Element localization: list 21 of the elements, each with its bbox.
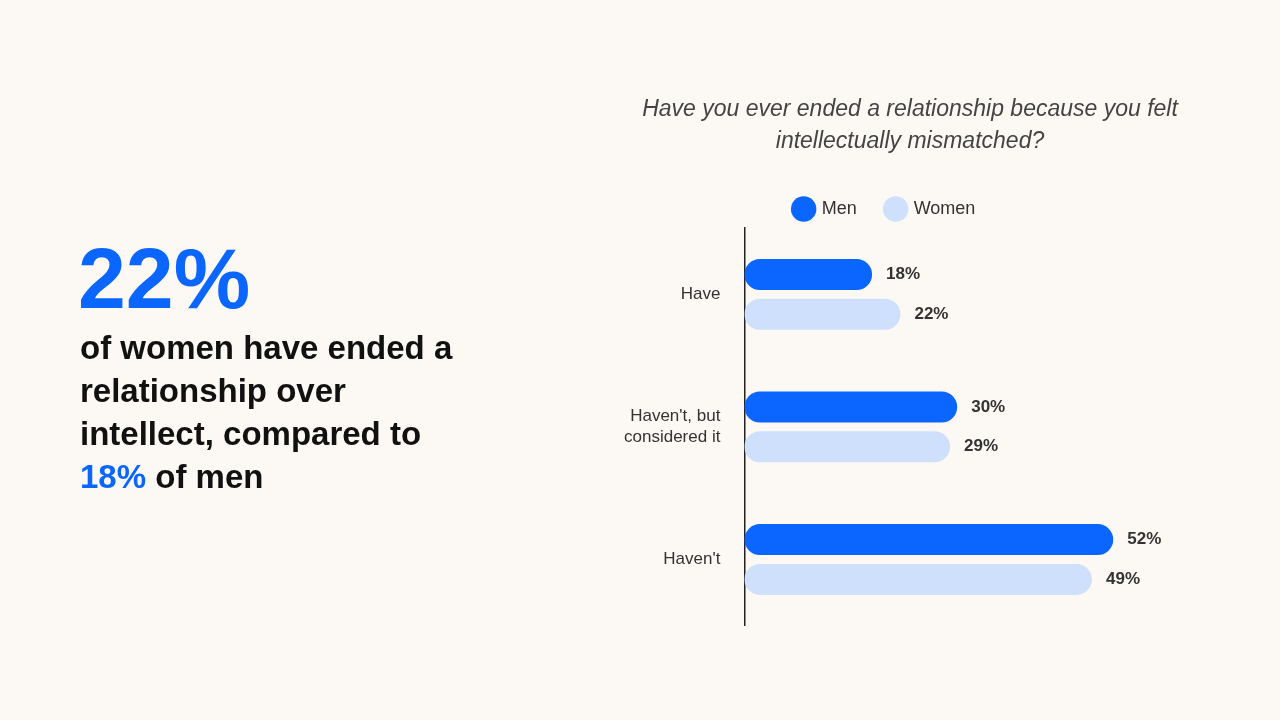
data-label: 52% bbox=[1127, 529, 1162, 549]
y-tick-label: Haven't bbox=[663, 549, 721, 569]
chart-title: Have you ever ended a relationship because you felt intellectually mismatched? bbox=[641, 94, 1180, 155]
bar bbox=[744, 298, 901, 330]
data-label: 22% bbox=[914, 303, 949, 323]
text: 18% bbox=[80, 458, 147, 495]
y-tick-label: Haven't, but considered it bbox=[624, 406, 721, 446]
data-label: 30% bbox=[971, 396, 1006, 416]
legend-label: Men bbox=[821, 197, 857, 218]
data-label: 29% bbox=[964, 436, 999, 456]
bar bbox=[744, 258, 873, 290]
data-label: 49% bbox=[1105, 569, 1140, 589]
bar bbox=[744, 391, 958, 423]
text: 22% bbox=[78, 229, 251, 328]
bar bbox=[744, 431, 951, 463]
text: of men bbox=[154, 458, 264, 495]
data-label: 18% bbox=[886, 264, 921, 284]
bar bbox=[744, 563, 1092, 595]
bar bbox=[744, 524, 1114, 556]
y-tick-label: Have bbox=[680, 283, 721, 303]
legend-label: Women bbox=[913, 197, 976, 218]
